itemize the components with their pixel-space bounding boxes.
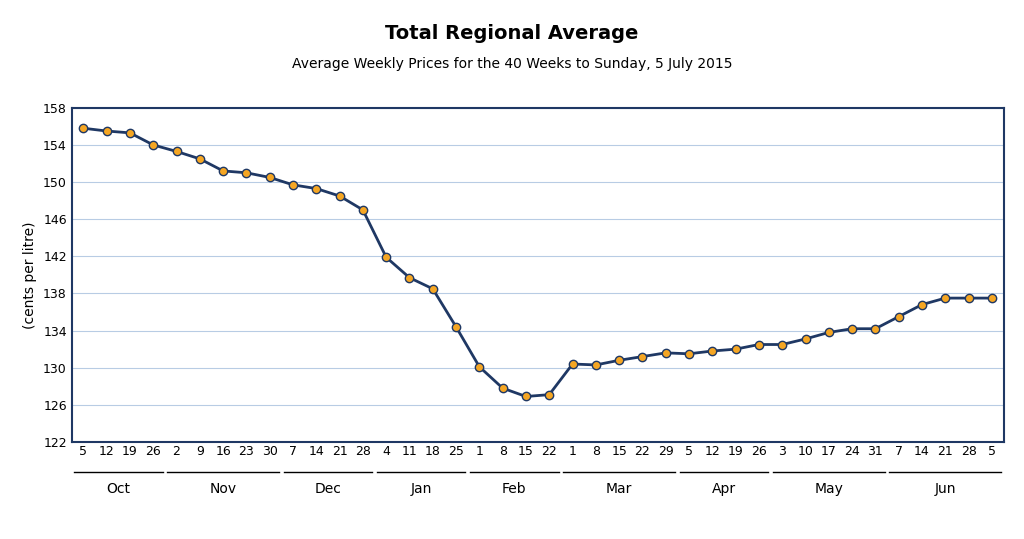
Text: May: May <box>814 482 843 496</box>
Text: Oct: Oct <box>106 482 130 496</box>
Text: Dec: Dec <box>314 482 341 496</box>
Text: Apr: Apr <box>712 482 736 496</box>
Text: Total Regional Average: Total Regional Average <box>385 24 639 43</box>
Text: Nov: Nov <box>210 482 237 496</box>
Text: Average Weekly Prices for the 40 Weeks to Sunday, 5 July 2015: Average Weekly Prices for the 40 Weeks t… <box>292 57 732 71</box>
Text: Feb: Feb <box>502 482 526 496</box>
Y-axis label: (cents per litre): (cents per litre) <box>24 221 38 329</box>
Text: Jun: Jun <box>935 482 956 496</box>
Text: Jan: Jan <box>411 482 432 496</box>
Text: Mar: Mar <box>606 482 633 496</box>
